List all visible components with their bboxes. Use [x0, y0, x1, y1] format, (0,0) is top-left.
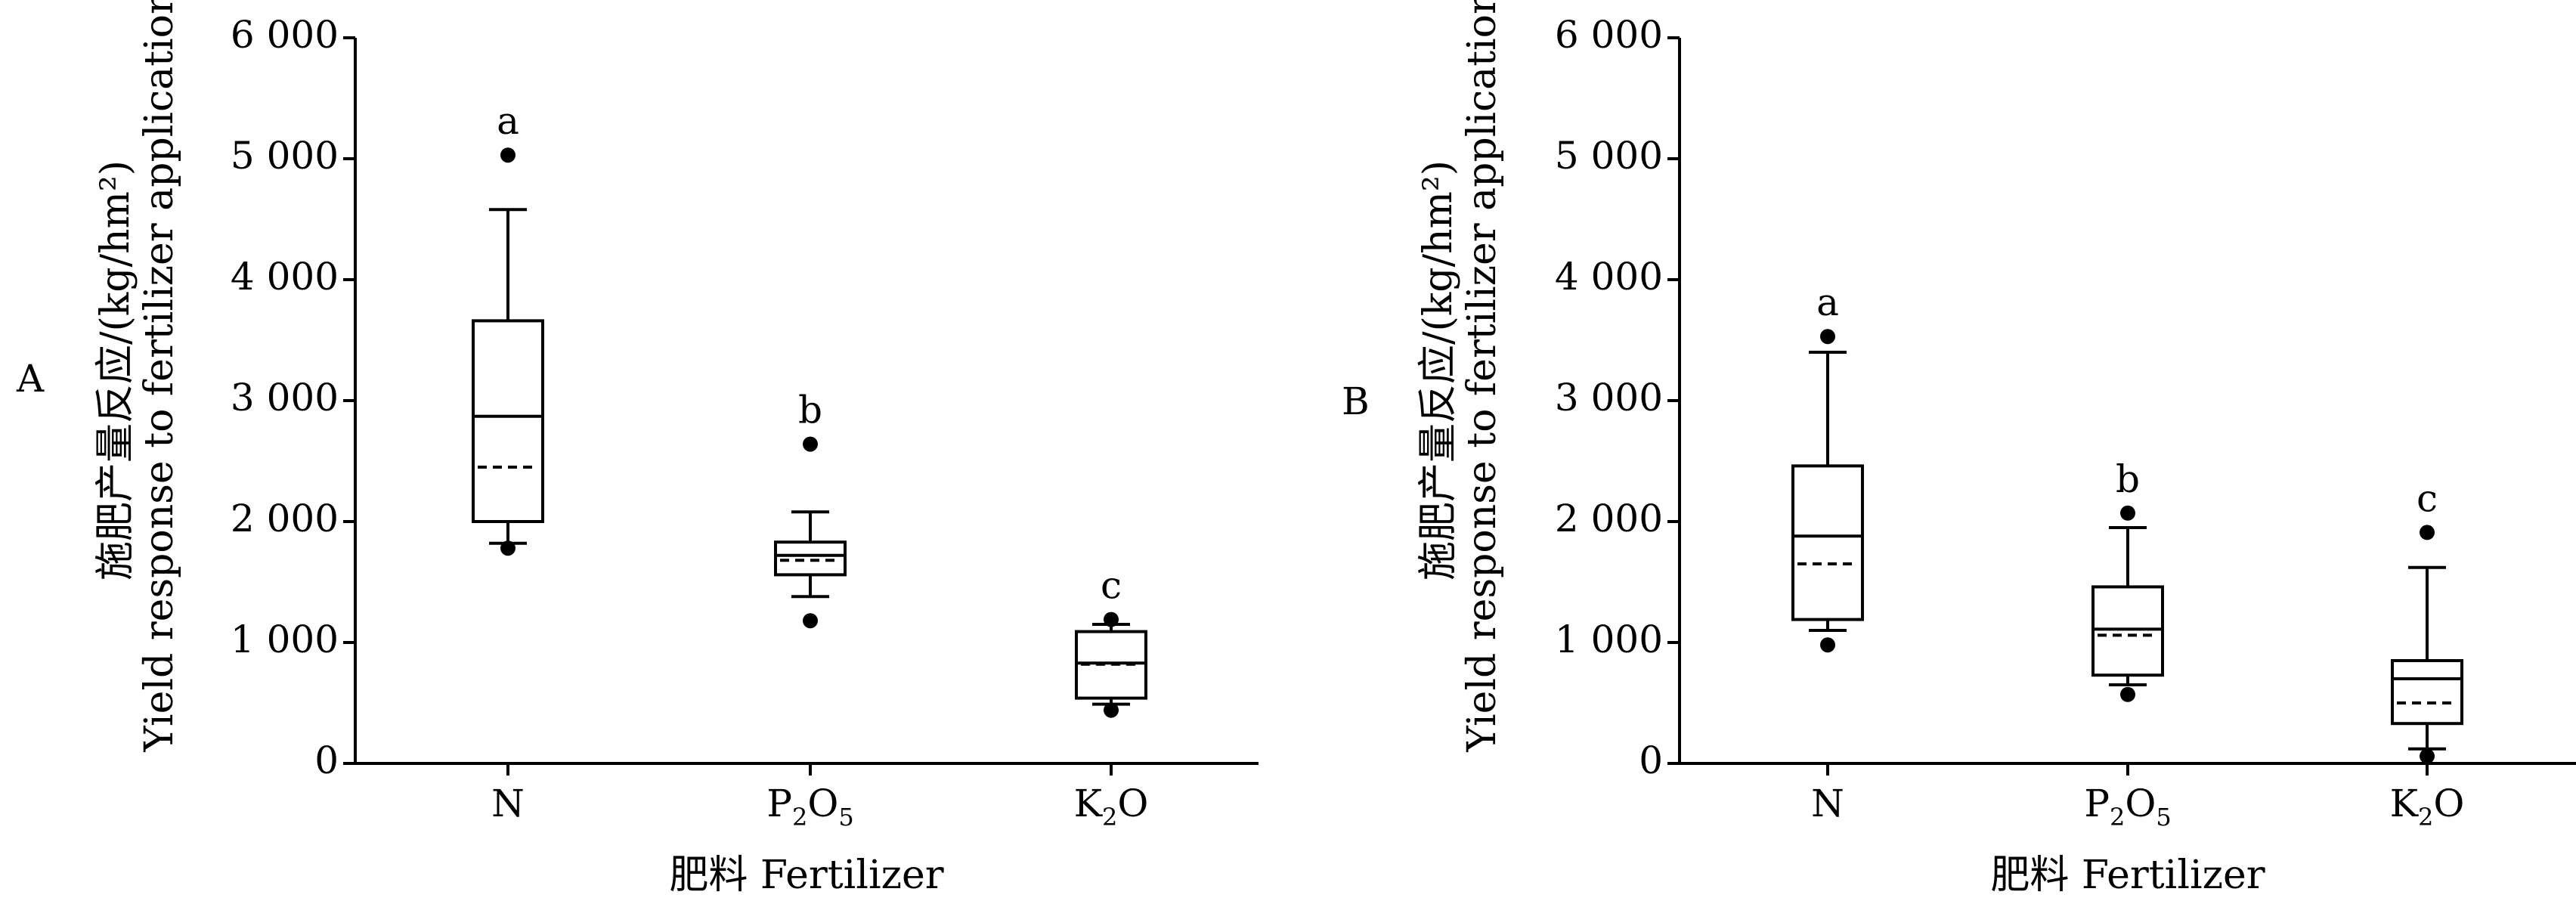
panel-label: A	[16, 357, 45, 401]
y-tick-label: 4 000	[231, 255, 339, 299]
y-tick-label: 0	[1639, 738, 1663, 782]
chart-panel-b: B 0 1 000 2 000 3 000 4 000 5 000 6 000 N P2O5 K2O…	[1342, 0, 2576, 898]
x-tick-label: P2O5	[766, 782, 853, 831]
box-iqr	[2391, 659, 2463, 726]
box-p2o5: b	[2091, 457, 2164, 702]
outlier-point	[803, 436, 818, 452]
box-iqr	[472, 319, 544, 523]
x-axis-title: 肥料 Fertilizer	[1990, 853, 2265, 898]
outlier-point	[1820, 637, 1835, 653]
outlier-point	[1104, 612, 1119, 627]
y-tick-label: 1 000	[1555, 618, 1663, 661]
y-axis-title-en: Yield response to fertilizer application	[137, 0, 182, 752]
y-tick-label: 3 000	[1555, 376, 1663, 420]
y-axis-title-en: Yield response to fertilizer application	[1460, 0, 1505, 752]
x-tick-label: N	[1811, 782, 1844, 825]
significance-label: a	[1816, 280, 1839, 324]
y-tick-label: 3 000	[231, 376, 339, 420]
outlier-point	[803, 613, 818, 629]
y-tick-label: 1 000	[231, 618, 339, 661]
outlier-point	[500, 147, 516, 163]
y-tick-label: 5 000	[1555, 134, 1663, 178]
significance-label: b	[2116, 457, 2140, 501]
box-iqr	[1791, 464, 1864, 621]
y-axis-title-cn: 施肥产量反应/(kg/hm²)	[1416, 160, 1461, 581]
x-tick-label: N	[491, 782, 525, 825]
box-iqr	[774, 540, 847, 577]
box-n: a	[1791, 280, 1864, 653]
x-tick-label: K2O	[1074, 782, 1149, 831]
panel-label: B	[1342, 379, 1370, 423]
x-tick-label: K2O	[2390, 782, 2465, 831]
box-p2o5: b	[774, 389, 847, 629]
box-k2o: c	[1075, 564, 1147, 718]
y-tick-label: 2 000	[1555, 497, 1663, 540]
y-tick-label: 6 000	[1555, 13, 1663, 57]
box-n: a	[472, 99, 544, 556]
y-tick-label: 6 000	[231, 13, 339, 57]
chart-panel-a: A 0 1 000 2 000 3 000 4 000 5 000 6 000 N P2O5 K2O…	[16, 0, 1259, 898]
x-axis-title: 肥料 Fertilizer	[669, 853, 943, 898]
y-tick-label: 5 000	[231, 134, 339, 178]
outlier-point	[2120, 505, 2135, 521]
significance-label: c	[2417, 476, 2438, 520]
significance-label: a	[497, 99, 519, 143]
outlier-point	[500, 540, 516, 556]
outlier-point	[2420, 525, 2435, 540]
outlier-point	[1104, 702, 1119, 718]
outlier-point	[2120, 686, 2135, 702]
box-k2o: c	[2391, 476, 2463, 764]
y-tick-label: 0	[314, 738, 339, 782]
box-iqr	[2091, 585, 2164, 677]
outlier-point	[2420, 748, 2435, 764]
y-axis-title-cn: 施肥产量反应/(kg/hm²)	[93, 160, 138, 581]
y-tick-label: 2 000	[231, 497, 339, 540]
x-tick-label: P2O5	[2084, 782, 2171, 831]
significance-label: c	[1101, 564, 1122, 608]
outlier-point	[1820, 329, 1835, 345]
significance-label: b	[798, 389, 822, 432]
y-tick-label: 4 000	[1555, 255, 1663, 299]
